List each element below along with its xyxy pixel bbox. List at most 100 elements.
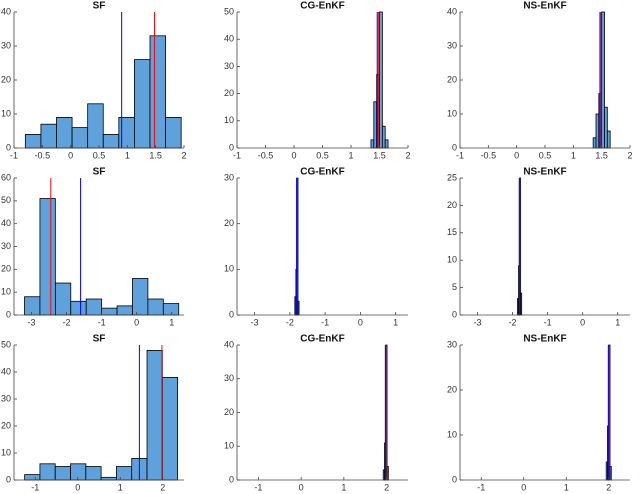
bar	[604, 106, 608, 149]
x-tick-label: -2	[509, 317, 517, 327]
chart-title: CG-EnKF	[300, 334, 344, 345]
x-tick-label: 0	[134, 317, 139, 327]
bar	[297, 300, 300, 316]
bar	[520, 292, 523, 316]
bar	[85, 298, 103, 316]
x-tick-label: -1	[544, 317, 552, 327]
bar	[606, 130, 611, 149]
y-tick-label: 40	[447, 6, 457, 16]
bar	[373, 101, 378, 149]
y-tick-label: 30	[1, 393, 11, 403]
x-tick-label: 1.5	[373, 150, 386, 160]
y-tick-label: 30	[224, 61, 234, 71]
x-tick-label: 1	[169, 317, 174, 327]
y-tick-label: 30	[224, 373, 234, 383]
x-tick-label: -1	[31, 482, 39, 492]
y-tick-label: 30	[447, 339, 457, 349]
bar	[87, 103, 104, 149]
x-tick-label: -2	[63, 317, 71, 327]
y-tick-label: 10	[1, 447, 11, 457]
x-tick-label: 1	[564, 482, 569, 492]
x-tick-label: -3	[474, 317, 482, 327]
y-tick-label: 0	[452, 474, 457, 484]
x-tick-label: 0.5	[93, 150, 106, 160]
y-tick-label: 0	[6, 309, 11, 319]
x-tick-label: 0	[580, 317, 585, 327]
x-tick-label: 2	[627, 150, 632, 160]
bar	[134, 59, 151, 149]
chart-title: NS-EnKF	[523, 1, 566, 12]
bar	[147, 298, 164, 316]
x-tick-label: 0	[514, 150, 519, 160]
x-tick-label: -1	[10, 150, 18, 160]
x-tick-label: 1.5	[595, 150, 608, 160]
y-tick-label: 15	[447, 227, 457, 237]
y-tick-label: 30	[224, 172, 234, 182]
y-tick-label: 20	[224, 88, 234, 98]
y-tick-label: 40	[224, 34, 234, 44]
chart-title: CG-EnKF	[300, 167, 344, 178]
y-tick-label: 50	[224, 6, 234, 16]
chart-title: SF	[93, 167, 106, 178]
x-tick-label: 0.5	[316, 150, 329, 160]
x-tick-label: -2	[286, 317, 294, 327]
y-tick-label: 20	[1, 420, 11, 430]
y-tick-label: 20	[1, 74, 11, 84]
y-tick-label: 40	[1, 6, 11, 16]
x-tick-label: 1	[393, 317, 398, 327]
bar	[24, 133, 42, 149]
y-tick-label: 60	[1, 172, 11, 182]
y-tick-label: 20	[1, 264, 11, 274]
chart-title: SF	[93, 334, 106, 345]
x-tick-label: 2	[384, 482, 389, 492]
bar	[24, 296, 41, 316]
x-tick-label: -3	[251, 317, 259, 327]
y-tick-label: 30	[1, 40, 11, 50]
bar	[39, 198, 56, 316]
bar	[70, 300, 87, 316]
y-tick-label: 10	[447, 108, 457, 118]
bar	[165, 117, 182, 149]
bar	[370, 139, 375, 149]
y-tick-label: 0	[452, 142, 457, 152]
chart-title: NS-EnKF	[523, 334, 566, 345]
bar	[101, 307, 118, 316]
x-tick-label: 1	[118, 482, 123, 492]
y-tick-label: 10	[447, 429, 457, 439]
bar	[24, 474, 41, 481]
x-tick-label: 1	[615, 317, 620, 327]
y-tick-label: 30	[1, 241, 11, 251]
bar	[102, 133, 120, 149]
bar	[132, 278, 149, 316]
bar	[54, 466, 71, 481]
y-tick-label: 0	[229, 474, 234, 484]
bar	[386, 466, 389, 481]
y-tick-label: 0	[229, 309, 234, 319]
bar	[609, 466, 612, 481]
x-tick-label: -3	[28, 317, 36, 327]
x-tick-label: 1	[348, 150, 353, 160]
bar	[39, 463, 56, 481]
y-tick-label: 0	[229, 142, 234, 152]
bar	[595, 113, 600, 149]
bar	[384, 139, 389, 149]
y-tick-label: 10	[224, 115, 234, 125]
y-tick-label: 10	[447, 255, 457, 265]
x-tick-label: 0	[521, 482, 526, 492]
y-tick-label: 40	[1, 366, 11, 376]
x-tick-label: 1	[341, 482, 346, 492]
chart-title: CG-EnKF	[300, 1, 344, 12]
y-tick-label: 20	[447, 200, 457, 210]
x-tick-label: -0.5	[481, 150, 497, 160]
y-tick-label: 40	[1, 218, 11, 228]
bar	[116, 466, 133, 481]
x-tick-label: 1	[125, 150, 130, 160]
x-tick-label: 1	[571, 150, 576, 160]
bar	[592, 137, 597, 149]
x-tick-label: 2	[405, 150, 410, 160]
x-tick-label: 0	[358, 317, 363, 327]
x-tick-label: 0	[291, 150, 296, 160]
x-tick-label: -1	[456, 150, 464, 160]
y-tick-label: 10	[1, 287, 11, 297]
